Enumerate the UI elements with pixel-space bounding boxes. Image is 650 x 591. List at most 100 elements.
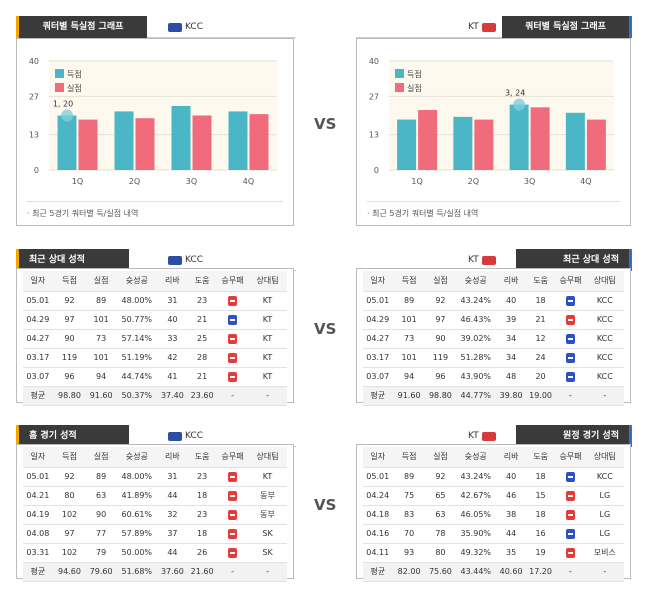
x-tick-label: 4Q (243, 177, 254, 186)
column-header: 실점 (425, 271, 456, 292)
bar-allowed[interactable] (249, 114, 269, 170)
bar-allowed[interactable] (78, 119, 98, 170)
legend-swatch (395, 69, 404, 78)
table-cell: 119 (425, 348, 456, 368)
table-cell: 04.16 (363, 524, 393, 544)
bar-scored[interactable] (228, 111, 248, 170)
chart-box-right: 0 13 27 40 1Q 2Q 3Q 4Q 득점 실점 3, 24 · 최근 5경기 쿼터별 득/… (356, 38, 631, 226)
average-cell: 50.37% (116, 386, 158, 406)
average-cell: 평균 (23, 386, 53, 406)
table-cell: 38 (496, 505, 526, 525)
table-cell: 46.43% (455, 310, 497, 330)
average-cell: 39.80 (496, 386, 526, 406)
bar-allowed[interactable] (530, 107, 550, 170)
x-tick-label: 4Q (580, 177, 591, 186)
average-cell: 94.60 (52, 562, 87, 582)
average-cell: - (216, 386, 249, 406)
table-cell: LG (585, 524, 624, 544)
table-cell: KT (248, 329, 287, 349)
table-cell: 96 (52, 367, 87, 387)
table-cell: 23 (187, 467, 217, 487)
bar-allowed[interactable] (474, 119, 494, 170)
table-row: 04.27 90 73 57.14% 33 25 KT (23, 329, 287, 349)
table-cell: 33 (157, 329, 188, 349)
result-cell (555, 310, 586, 330)
bar-allowed[interactable] (418, 110, 438, 170)
table-cell: 92 (52, 467, 87, 487)
average-cell: 82.00 (392, 562, 426, 582)
column-header: 승무패 (216, 447, 249, 468)
bar-allowed[interactable] (135, 118, 155, 170)
result-cell (216, 524, 249, 544)
bar-scored[interactable] (509, 104, 529, 170)
bar-scored[interactable] (397, 119, 417, 170)
table-cell: 26 (187, 543, 217, 563)
table-cell: 19 (525, 543, 556, 563)
table-cell: 44 (157, 486, 188, 506)
bar-scored[interactable] (57, 115, 77, 171)
legend-label: 득점 (407, 69, 422, 79)
table-row: 04.18 83 63 46.05% 38 18 LG (363, 505, 624, 525)
table-cell: KT (248, 291, 287, 311)
average-cell: 평균 (363, 562, 393, 582)
result-cell (555, 467, 586, 487)
table-row: 04.29 101 97 46.43% 39 21 KCC (363, 310, 624, 330)
table-cell: 18 (187, 524, 217, 544)
vs-label: VS (314, 320, 337, 338)
legend-swatch (55, 83, 64, 92)
y-tick-label: 13 (29, 131, 39, 140)
table-cell: 18 (187, 486, 217, 506)
table-cell: 39 (496, 310, 526, 330)
result-cell (216, 486, 249, 506)
x-tick-label: 3Q (186, 177, 197, 186)
table-cell: 15 (525, 486, 556, 506)
loss-icon (565, 295, 575, 306)
table-cell: 93 (392, 543, 426, 563)
result-cell (216, 329, 249, 349)
legend-label: 실점 (407, 83, 422, 93)
bar-allowed[interactable] (192, 115, 212, 171)
result-cell (555, 543, 586, 563)
legend-label: 실점 (67, 83, 82, 93)
table-title: 최근 상대 성적 (19, 249, 129, 271)
table-cell: KCC (585, 367, 624, 387)
average-cell: 37.40 (157, 386, 188, 406)
bar-scored[interactable] (453, 116, 473, 170)
table-cell: 04.19 (23, 505, 53, 525)
team-name: KCC (185, 255, 203, 265)
average-cell: 98.80 (52, 386, 87, 406)
legend-swatch (55, 69, 64, 78)
kt-logo-icon (481, 22, 496, 32)
legend-swatch (395, 83, 404, 92)
table-cell: 03.07 (363, 367, 393, 387)
table-cell: 03.17 (363, 348, 393, 368)
table-cell: KCC (585, 467, 624, 487)
result-cell (555, 348, 586, 368)
bar-scored[interactable] (565, 112, 585, 170)
average-cell: 44.77% (455, 386, 497, 406)
bar-scored[interactable] (114, 111, 134, 170)
table-cell: 04.21 (23, 486, 53, 506)
table-cell: 63 (425, 505, 456, 525)
win-icon (228, 509, 238, 520)
table-cell: SK (248, 543, 287, 563)
table-cell: 50.00% (116, 543, 158, 563)
bar-allowed[interactable] (586, 119, 606, 170)
table-cell: 51.28% (455, 348, 497, 368)
y-tick-label: 27 (369, 92, 379, 101)
column-header: 상대팀 (248, 447, 287, 468)
average-cell: 91.60 (86, 386, 116, 406)
loss-icon (565, 333, 575, 344)
bar-scored[interactable] (171, 105, 191, 170)
average-cell: 51.68% (116, 562, 158, 582)
column-header: 상대팀 (585, 271, 624, 292)
column-header: 일자 (363, 271, 393, 292)
x-tick-label: 2Q (129, 177, 140, 186)
table-cell: 43.24% (455, 467, 497, 487)
table-cell: 78 (425, 524, 456, 544)
table-cell: 90 (86, 505, 116, 525)
table-box-0: 일자 득점 실점 슛성공 리바 도움 승무패 상대팀 05.01 92 89 48.00% 31 23 KT… (16, 268, 294, 406)
table-cell: 89 (392, 467, 426, 487)
result-cell (216, 291, 249, 311)
table-row: 04.27 73 90 39.02% 34 12 KCC (363, 329, 624, 349)
